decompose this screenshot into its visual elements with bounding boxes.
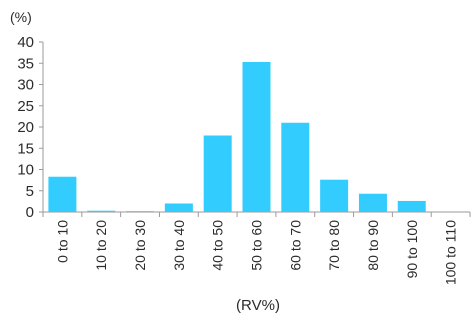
x-axis-ticks: 0 to 10 10 to 20 20 to 30 30 to 40 40 to 50 5…	[42, 212, 471, 285]
y-tick-label: 5	[26, 183, 34, 200]
x-tick-label: 10 to 20	[93, 220, 109, 271]
bars	[48, 61, 426, 212]
bar	[48, 176, 77, 212]
x-tick-label: 100 to 110	[443, 220, 459, 285]
bar	[242, 61, 271, 212]
bar	[203, 135, 232, 212]
x-tick-label: 40 to 50	[210, 220, 226, 271]
x-tick-label: 90 to 100	[404, 220, 420, 279]
bar	[87, 210, 116, 212]
y-tick-label: 35	[17, 55, 34, 72]
bar	[126, 211, 155, 212]
y-tick-label: 15	[17, 140, 34, 157]
y-tick-label: 30	[17, 77, 34, 94]
bar	[397, 200, 426, 212]
y-tick-label: 40	[17, 34, 34, 51]
x-tick-label: 70 to 80	[326, 220, 342, 271]
x-tick-label: 80 to 90	[365, 220, 381, 271]
x-tick-label: 60 to 70	[287, 220, 303, 271]
y-tick-label: 10	[17, 162, 34, 179]
y-axis-ticks: 0 5 10 15 20 25 30 35 40	[17, 34, 43, 221]
x-tick-label: 50 to 60	[249, 220, 265, 271]
bar	[164, 203, 193, 212]
y-tick-label: 20	[17, 119, 34, 136]
bar	[358, 193, 387, 212]
x-tick-label: 20 to 30	[132, 220, 148, 271]
x-axis-label: (RV%)	[236, 297, 280, 314]
x-tick-label: 30 to 40	[171, 220, 187, 271]
x-tick-label: 0 to 10	[54, 220, 70, 263]
bar	[281, 122, 310, 212]
y-axis-label: (%)	[10, 9, 32, 25]
y-tick-label: 0	[26, 204, 34, 221]
y-tick-label: 25	[17, 98, 34, 115]
bar	[320, 179, 349, 212]
